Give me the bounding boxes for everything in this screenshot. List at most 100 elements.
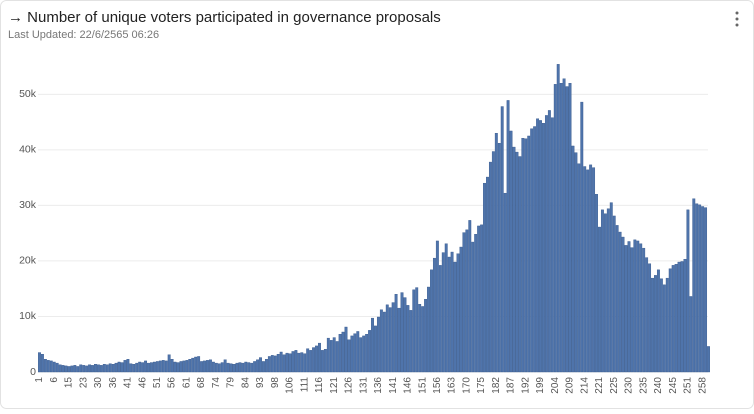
menu-dot[interactable] bbox=[735, 17, 739, 21]
bar bbox=[577, 163, 581, 373]
bar bbox=[108, 363, 112, 373]
bar bbox=[686, 209, 690, 373]
bar bbox=[503, 192, 507, 373]
bar bbox=[220, 362, 224, 373]
bar bbox=[332, 337, 336, 373]
x-tick-label: 131 bbox=[358, 377, 369, 394]
bar bbox=[568, 83, 572, 373]
bar bbox=[256, 359, 260, 373]
bar bbox=[544, 115, 548, 373]
menu-icon[interactable] bbox=[735, 11, 739, 27]
bar bbox=[704, 207, 708, 373]
bar bbox=[70, 365, 74, 373]
bar bbox=[453, 261, 457, 373]
bar bbox=[303, 353, 307, 373]
bar bbox=[211, 361, 215, 373]
x-tick-label: 61 bbox=[181, 377, 192, 389]
bar bbox=[344, 326, 348, 373]
bar bbox=[185, 360, 189, 373]
bar bbox=[312, 347, 316, 373]
bar bbox=[427, 286, 430, 373]
bar bbox=[235, 362, 239, 373]
bar bbox=[55, 362, 59, 373]
bar bbox=[82, 365, 86, 373]
bar bbox=[264, 359, 268, 373]
bar bbox=[550, 117, 554, 373]
x-tick-label: 214 bbox=[579, 377, 590, 394]
x-tick-label: 30 bbox=[93, 377, 104, 389]
x-tick-label: 98 bbox=[270, 377, 281, 389]
bar bbox=[409, 310, 413, 373]
bar bbox=[692, 198, 696, 373]
x-tick-label: 225 bbox=[609, 377, 620, 394]
bar bbox=[592, 167, 596, 373]
bar bbox=[403, 297, 407, 373]
bar bbox=[43, 359, 47, 373]
bar bbox=[353, 333, 357, 373]
bar bbox=[636, 240, 640, 373]
x-tick-label: 51 bbox=[152, 377, 163, 389]
x-tick-label: 240 bbox=[653, 377, 664, 394]
bar bbox=[580, 101, 584, 373]
bar bbox=[341, 331, 345, 373]
x-tick-label: 84 bbox=[240, 377, 251, 389]
bar bbox=[598, 226, 601, 373]
bar bbox=[217, 363, 221, 373]
bar bbox=[385, 304, 389, 373]
x-tick-label: 116 bbox=[314, 377, 325, 393]
bar bbox=[135, 362, 139, 373]
bar bbox=[200, 361, 204, 373]
bar bbox=[450, 251, 454, 373]
bar bbox=[40, 354, 44, 373]
bar bbox=[214, 362, 218, 373]
x-tick-label: 46 bbox=[137, 377, 148, 389]
bar bbox=[421, 306, 425, 373]
x-tick-label: 41 bbox=[123, 377, 134, 389]
x-tick-label: 141 bbox=[388, 377, 399, 394]
bar bbox=[99, 365, 103, 373]
bar bbox=[376, 316, 380, 373]
bar bbox=[253, 361, 257, 373]
x-tick-label: 199 bbox=[535, 377, 546, 394]
bar bbox=[365, 334, 369, 373]
bar bbox=[64, 365, 68, 373]
bar bbox=[553, 84, 557, 373]
x-tick-label: 126 bbox=[344, 377, 355, 394]
bar bbox=[645, 257, 649, 373]
menu-dot[interactable] bbox=[735, 11, 739, 15]
bar bbox=[306, 348, 310, 373]
bar bbox=[111, 364, 115, 373]
bar bbox=[491, 151, 495, 373]
bar bbox=[382, 311, 386, 373]
bar bbox=[397, 307, 401, 373]
bar bbox=[52, 361, 56, 373]
bar bbox=[583, 166, 587, 373]
bar bbox=[677, 261, 681, 373]
y-tick-label: 0 bbox=[30, 366, 36, 378]
bar bbox=[105, 364, 109, 373]
bar bbox=[462, 232, 466, 373]
x-tick-label: 175 bbox=[476, 377, 487, 394]
menu-dot[interactable] bbox=[735, 23, 739, 27]
bar bbox=[435, 240, 439, 373]
bar bbox=[441, 252, 445, 373]
bar bbox=[633, 239, 637, 373]
x-tick-label: 68 bbox=[196, 377, 207, 389]
bar bbox=[391, 302, 395, 373]
y-tick-label: 20k bbox=[19, 255, 37, 267]
chart-title: → Number of unique voters participated i… bbox=[8, 9, 441, 26]
bar bbox=[374, 325, 377, 373]
bar bbox=[315, 345, 318, 373]
bar bbox=[282, 354, 286, 373]
x-tick-label: 156 bbox=[432, 377, 443, 394]
bar bbox=[547, 110, 551, 373]
bar bbox=[79, 364, 83, 373]
bar bbox=[46, 360, 50, 373]
bar bbox=[179, 361, 183, 373]
bar bbox=[85, 365, 89, 373]
bar bbox=[294, 350, 298, 373]
bar bbox=[147, 362, 150, 373]
bar bbox=[170, 359, 174, 373]
bar bbox=[468, 220, 472, 373]
